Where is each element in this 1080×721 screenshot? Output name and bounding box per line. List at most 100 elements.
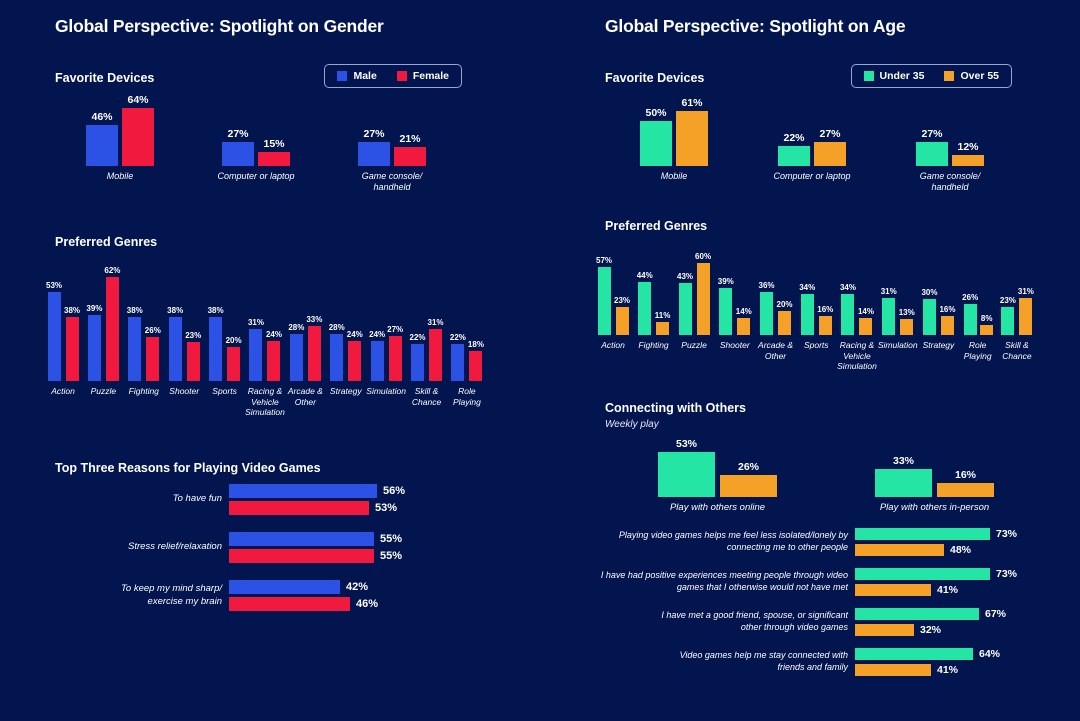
bar-with-value: 27% xyxy=(916,128,948,166)
category-label: I have had positive experiences meeting … xyxy=(600,570,848,592)
bar-female xyxy=(229,549,374,563)
bar-pair: 26% 8% xyxy=(962,251,994,335)
hbar-group: I have met a good friend, spouse, or sig… xyxy=(548,608,1074,636)
bar-group-mobile: 50% 61% Mobile xyxy=(640,94,708,181)
category-label: Stress relief/relaxation xyxy=(128,541,222,553)
bar-female xyxy=(229,597,350,611)
bar-value-label: 31% xyxy=(880,287,897,296)
bar-over-55 xyxy=(814,142,846,166)
bar-pair: 27% 21% xyxy=(358,94,426,166)
bar-group-racing-: 34% 14% Racing & Vehicle Simulation xyxy=(837,251,877,371)
bar-male xyxy=(330,334,344,381)
bar-with-value: 64% xyxy=(122,94,154,166)
bar-group-game-console-: 27% 21% Game console/ handheld xyxy=(358,94,426,192)
bar-over-55 xyxy=(737,318,751,335)
bar-value-label: 30% xyxy=(921,288,938,297)
bar-value-label: 20% xyxy=(225,336,242,345)
bar-pair: 44% 11% xyxy=(637,251,670,335)
bar-female xyxy=(394,147,426,166)
bar-with-value: 44% xyxy=(637,271,653,335)
bar-pair: 50% 61% xyxy=(640,94,708,166)
bar-value-label: 28% xyxy=(328,323,345,332)
bar-with-value: 33% xyxy=(875,455,932,497)
bar-with-value: 20% xyxy=(777,300,793,335)
section-heading-preferred-genres-age: Preferred Genres xyxy=(605,219,708,233)
bar-value-label: 24% xyxy=(265,330,282,339)
bar-value-label: 14% xyxy=(857,307,874,316)
category-label: Action xyxy=(51,386,75,396)
bar-value-label: 28% xyxy=(288,323,305,332)
bar-value-label: 14% xyxy=(735,307,752,316)
bar-value-label: 53% xyxy=(46,281,63,290)
bar-pair: 34% 14% xyxy=(840,251,874,335)
bar-group-strategy: 30% 16% Strategy xyxy=(921,251,955,350)
bar-with-value: 39% xyxy=(718,277,734,335)
bar-value-label: 53% xyxy=(375,502,398,514)
category-label: To have fun xyxy=(172,493,222,505)
bar-with-value: 48% xyxy=(855,544,1017,556)
bar-pair: 27% 12% xyxy=(916,94,984,166)
bar-over-55 xyxy=(855,544,944,556)
bar-with-value: 18% xyxy=(468,340,484,381)
bar-under-35 xyxy=(855,528,990,540)
bar-with-value: 31% xyxy=(428,318,444,381)
chart-age-connecting: 53% 26% Play with others online 33% 16% Play … xyxy=(658,437,994,522)
bar-value-label: 67% xyxy=(985,608,1007,620)
bar-value-label: 13% xyxy=(898,308,915,317)
bar-group-computer-or-laptop: 22% 27% Computer or laptop xyxy=(773,94,850,181)
bar-with-value: 23% xyxy=(185,331,201,381)
bar-with-value: 16% xyxy=(939,305,955,335)
bar-group-role: 26% 8% Role Playing xyxy=(962,251,994,361)
bar-pair: 57% 23% xyxy=(596,251,630,335)
bar-pair: 42% 46% xyxy=(229,580,378,611)
bar-with-value: 46% xyxy=(86,111,118,166)
bar-with-value: 67% xyxy=(855,608,1006,620)
bar-under-35 xyxy=(678,283,692,335)
bar-female xyxy=(258,152,290,166)
bar-pair: 53% 26% xyxy=(658,437,777,497)
section-heading-favorite-devices-age: Favorite Devices xyxy=(605,71,705,85)
legend-label-over-55: Over 55 xyxy=(960,70,999,82)
bar-with-value: 57% xyxy=(596,256,612,335)
bar-pair: 24% 27% xyxy=(369,263,403,381)
bar-with-value: 34% xyxy=(840,283,856,335)
hbar-group: To keep my mind sharp/ exercise my brain… xyxy=(55,580,485,611)
bar-value-label: 46% xyxy=(356,598,379,610)
bar-value-label: 23% xyxy=(185,331,202,340)
bar-male xyxy=(209,317,223,381)
bar-pair: 38% 20% xyxy=(208,263,242,381)
bar-with-value: 22% xyxy=(410,333,426,381)
category-label: Racing & Vehicle Simulation xyxy=(837,340,877,372)
bar-with-value: 24% xyxy=(347,330,363,381)
bar-value-label: 24% xyxy=(346,330,363,339)
bar-over-55 xyxy=(900,319,914,335)
bar-with-value: 34% xyxy=(799,283,815,335)
bar-over-55 xyxy=(676,111,708,166)
bar-value-label: 39% xyxy=(717,277,734,286)
bar-value-label: 16% xyxy=(817,305,834,314)
bar-group-role: 22% 18% Role Playing xyxy=(450,263,484,407)
bar-with-value: 60% xyxy=(695,252,711,335)
bar-under-35 xyxy=(882,298,896,335)
bar-with-value: 24% xyxy=(369,330,385,381)
bar-with-value: 16% xyxy=(937,469,994,497)
bar-over-55 xyxy=(940,316,954,335)
bar-with-value: 36% xyxy=(759,281,775,335)
bar-value-label: 27% xyxy=(363,128,385,140)
bar-with-value: 27% xyxy=(387,325,403,381)
bar-with-value: 41% xyxy=(855,664,1000,676)
bar-group-play-with-others-online: 53% 26% Play with others online xyxy=(658,437,777,513)
bar-pair: 23% 31% xyxy=(1000,251,1034,335)
bar-value-label: 15% xyxy=(263,138,285,150)
bar-with-value: 28% xyxy=(288,323,304,381)
bar-female xyxy=(348,341,362,381)
bar-with-value: 23% xyxy=(614,296,630,335)
bar-female xyxy=(105,277,119,381)
bar-over-55 xyxy=(696,263,710,335)
bar-value-label: 53% xyxy=(675,438,697,450)
bar-value-label: 55% xyxy=(380,533,403,545)
bar-under-35 xyxy=(922,299,936,335)
legend-age: Under 35 Over 55 xyxy=(850,64,1012,88)
bar-male xyxy=(86,125,118,166)
bar-with-value: 15% xyxy=(258,138,290,166)
